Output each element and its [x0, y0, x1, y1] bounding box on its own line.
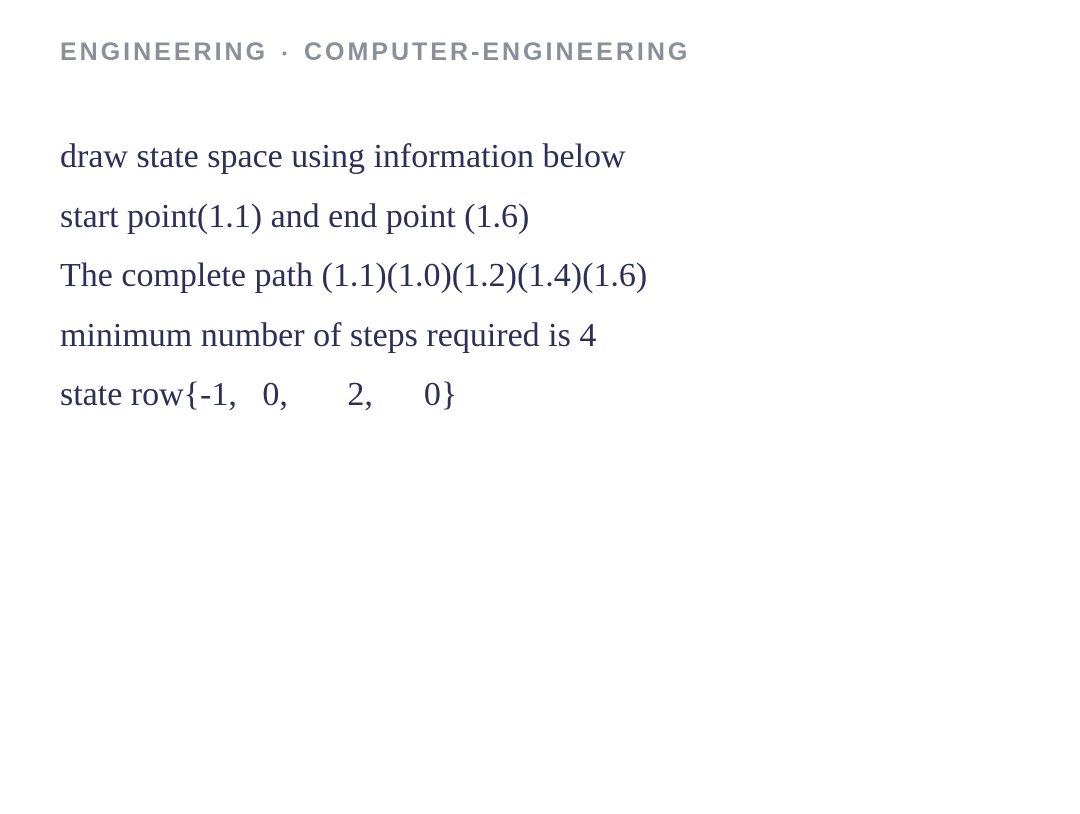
question-line-5: state row{-1, 0, 2, 0} [60, 365, 1020, 425]
breadcrumb-separator: • [282, 45, 290, 61]
question-line-2: start point(1.1) and end point (1.6) [60, 187, 1020, 247]
question-content: draw state space using information below… [60, 127, 1020, 425]
question-line-3: The complete path (1.1)(1.0)(1.2)(1.4)(1… [60, 246, 1020, 306]
breadcrumb-subcategory[interactable]: COMPUTER-ENGINEERING [304, 38, 690, 67]
breadcrumb-category[interactable]: ENGINEERING [60, 38, 268, 67]
question-line-1: draw state space using information below [60, 127, 1020, 187]
breadcrumb: ENGINEERING • COMPUTER-ENGINEERING [60, 38, 1020, 67]
question-line-4: minimum number of steps required is 4 [60, 306, 1020, 366]
